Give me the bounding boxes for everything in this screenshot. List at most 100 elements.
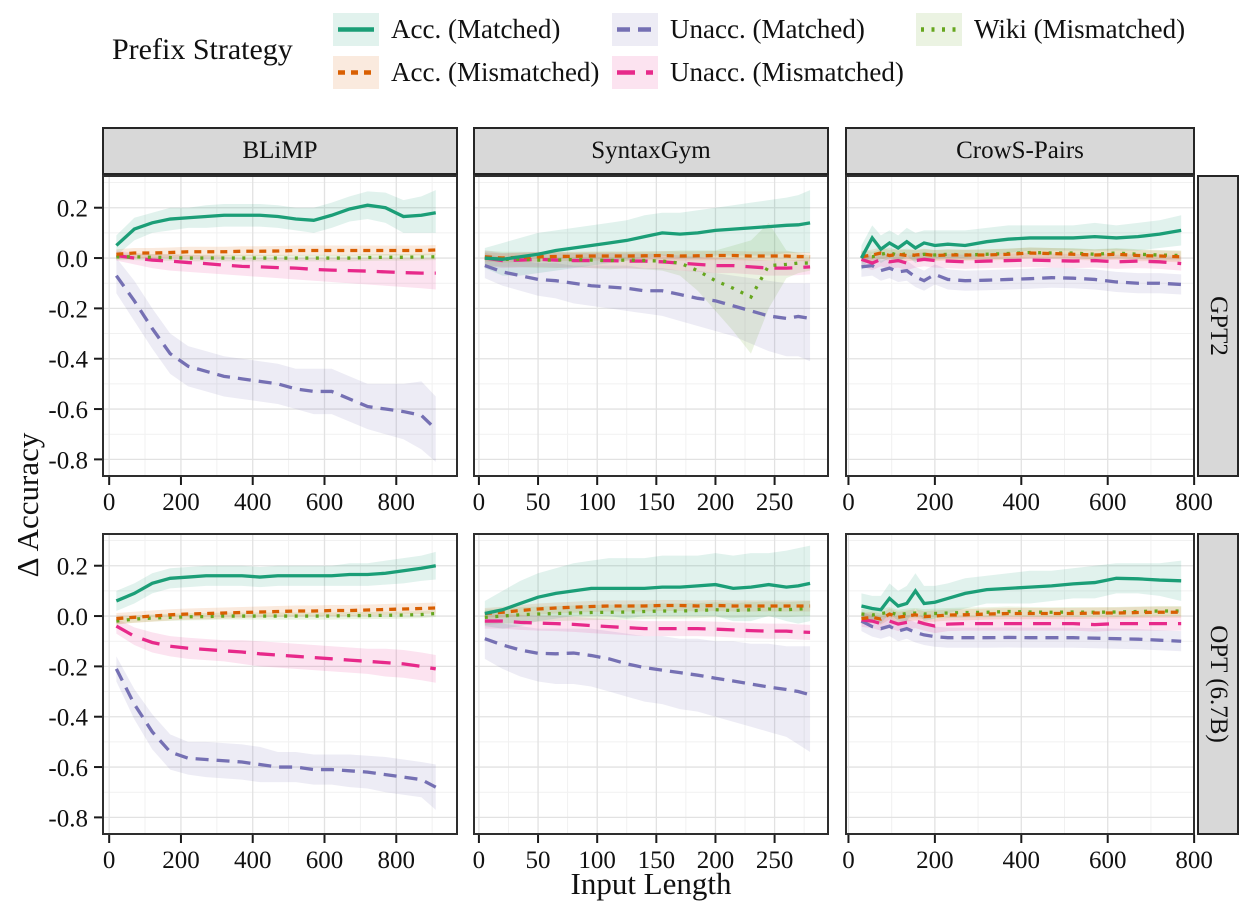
line-unacc-mismatched: [115, 624, 437, 671]
x-axis-ticks: 0 200 400 600 800: [842, 835, 1213, 874]
x-axis-label: Input Length: [570, 866, 732, 901]
facet-strip-syntaxgym: SyntaxGym: [473, 127, 829, 175]
legend-item-unacc-matched: Unacc. (Matched): [612, 12, 865, 46]
x-tick-label: 150: [638, 489, 676, 516]
x-tick-label: 200: [697, 489, 735, 516]
legend-key-unacc-mismatched-icon: [612, 55, 658, 89]
line-acc-matched: [484, 581, 811, 616]
x-tick-label: 200: [162, 489, 200, 516]
y-tick-label: -0.2: [48, 654, 88, 681]
y-axis-ticks: 0.2 0.0 -0.2 -0.4 -0.6 -0.8: [48, 554, 102, 832]
line-unacc-matched: [860, 619, 1182, 643]
y-tick-label: 0.2: [57, 554, 88, 581]
line-acc-matched: [484, 221, 811, 261]
y-tick-label: -0.4: [48, 347, 88, 374]
x-tick-label: 800: [378, 489, 416, 516]
line-unacc-matched: [861, 263, 1182, 287]
facet-strip-gpt2-label: GPT2: [1205, 296, 1233, 356]
y-tick-label: -0.8: [48, 805, 88, 832]
gridlines: [473, 175, 829, 477]
legend-label-unacc-matched: Unacc. (Matched): [670, 13, 865, 44]
x-tick-label: 0: [473, 847, 486, 874]
ribbon-acc-mismatched: [861, 606, 1182, 625]
line-acc-mismatched: [484, 253, 811, 260]
line-acc-mismatched: [484, 603, 811, 616]
x-axis-ticks: 0 50 100 150 200 250: [473, 835, 794, 874]
y-tick-label: 0.0: [57, 246, 88, 273]
ribbon-unacc-matched: [484, 621, 811, 752]
line-acc-matched: [861, 576, 1182, 612]
y-tick-label: 0.0: [57, 604, 88, 631]
x-tick-label: 200: [697, 847, 735, 874]
x-tick-label: 600: [306, 847, 344, 874]
ribbon-acc-matched: [116, 551, 436, 612]
facet-strip-opt-6-7b-label: OPT (6.7B): [1205, 625, 1233, 743]
gridlines: [845, 533, 1195, 835]
facet-strip-crows-pairs-label: CrowS-Pairs: [956, 137, 1084, 164]
ribbon-acc-matched: [861, 560, 1182, 624]
x-tick-label: 800: [1175, 847, 1213, 874]
x-tick-label: 200: [916, 489, 954, 516]
x-tick-label: 100: [578, 489, 616, 516]
line-unacc-mismatched: [860, 257, 1182, 266]
x-tick-label: 400: [234, 847, 272, 874]
panel-syntaxgym-gpt2: 0 50 100 150 200 250: [473, 175, 829, 516]
panel-crows-pairs-gpt2: 0 200 400 600 800: [842, 175, 1213, 516]
gridlines: [102, 175, 458, 477]
panel-blimp-gpt2: 0 200 400 600 800 0.2 0.0 -0.2 -0.4 -0.6 -0.8: [48, 175, 458, 516]
line-unacc-mismatched: [861, 618, 1182, 628]
line-acc-mismatched: [116, 248, 436, 256]
y-axis-label: Δ Accuracy: [10, 432, 45, 578]
facet-strip-crows-pairs: CrowS-Pairs: [845, 127, 1195, 175]
line-acc-matched: [115, 564, 437, 603]
facet-strip-gpt2: GPT2: [1197, 175, 1239, 477]
y-tick-label: -0.4: [48, 705, 88, 732]
gridlines: [102, 533, 458, 835]
ribbon-unacc-matched: [116, 656, 436, 810]
legend-item-wiki-mismatched: Wiki (Mismatched): [916, 12, 1185, 46]
legend-key-acc-matched-icon: [333, 12, 379, 46]
x-axis-ticks: 0 200 400 600 800: [103, 477, 415, 516]
x-tick-label: 400: [1003, 847, 1041, 874]
ribbon-acc-mismatched: [116, 602, 436, 625]
line-wiki-mismatched: [116, 255, 436, 260]
ribbon-acc-matched: [484, 190, 811, 276]
line-acc-mismatched: [861, 610, 1182, 621]
ribbon-acc-mismatched: [484, 599, 811, 620]
line-wiki-mismatched: [484, 606, 811, 619]
x-tick-label: 600: [1089, 847, 1127, 874]
y-tick-label: -0.6: [48, 755, 88, 782]
legend-key-wiki-mismatched-icon: [916, 12, 962, 46]
line-unacc-matched: [484, 264, 811, 321]
line-wiki-mismatched: [116, 611, 436, 623]
line-unacc-matched: [114, 668, 437, 789]
x-tick-label: 250: [756, 847, 794, 874]
line-acc-matched: [859, 228, 1182, 259]
line-acc-mismatched: [116, 606, 436, 621]
legend-title: Prefix Strategy: [112, 33, 293, 66]
facet-strip-syntaxgym-label: SyntaxGym: [591, 137, 711, 164]
line-acc-mismatched: [861, 251, 1182, 259]
ribbon-unacc-mismatched: [116, 250, 436, 290]
x-axis-ticks: 0 50 100 150 200 250: [473, 477, 794, 516]
x-tick-label: 600: [306, 489, 344, 516]
y-tick-label: -0.6: [48, 397, 88, 424]
line-unacc-matched: [115, 274, 437, 431]
line-acc-matched: [115, 203, 437, 247]
legend-item-acc-matched: Acc. (Matched): [333, 12, 560, 46]
x-tick-label: 0: [473, 489, 486, 516]
facet-strip-opt-6-7b: OPT (6.7B): [1197, 533, 1239, 835]
panel-syntaxgym-opt: 0 50 100 150 200 250: [473, 533, 829, 874]
y-tick-label: -0.2: [48, 296, 88, 323]
panel-blimp-opt: 0 200 400 600 800 0.2 0.0 -0.2 -0.4 -0.6 -0.8: [48, 533, 458, 874]
x-tick-label: 50: [526, 847, 551, 874]
x-axis-ticks: 0 200 400 600 800: [842, 477, 1213, 516]
x-tick-label: 150: [638, 847, 676, 874]
x-tick-label: 200: [916, 847, 954, 874]
x-tick-label: 250: [756, 489, 794, 516]
x-tick-label: 50: [526, 489, 551, 516]
gridlines: [845, 175, 1195, 477]
legend-item-acc-mismatched: Acc. (Mismatched): [333, 55, 599, 89]
legend-key-acc-mismatched-icon: [333, 55, 379, 89]
